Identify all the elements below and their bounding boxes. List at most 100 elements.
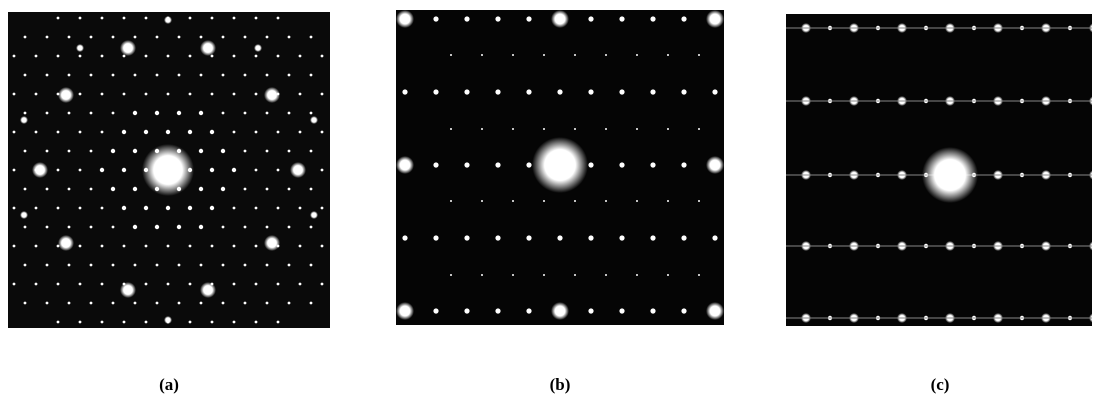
spot [90, 36, 93, 39]
spot [145, 283, 148, 286]
spot [332, 150, 335, 153]
spot [574, 200, 576, 202]
spot [123, 321, 126, 324]
spot [574, 128, 576, 130]
spot [178, 340, 181, 343]
spot [46, 302, 49, 305]
spot [402, 235, 407, 240]
spot [354, 188, 357, 191]
spot [200, 74, 203, 77]
spot [210, 206, 214, 210]
spot [101, 17, 104, 20]
spot [199, 149, 203, 153]
spot [166, 130, 170, 134]
spot [210, 168, 214, 172]
spot [299, 55, 302, 58]
spot [58, 235, 74, 251]
spot [178, 264, 181, 267]
spot [450, 200, 452, 202]
spot [780, 173, 784, 177]
spot [101, 93, 104, 96]
spot [619, 89, 624, 94]
spot [122, 130, 126, 134]
spot [495, 308, 500, 313]
spot [68, 112, 71, 115]
spot [164, 316, 172, 324]
spot [57, 169, 60, 172]
spot [68, 302, 71, 305]
spot [133, 187, 137, 191]
spot [167, 359, 170, 362]
spot [68, 74, 71, 77]
spot [57, 321, 60, 324]
spot [24, 74, 27, 77]
spot [79, 283, 82, 286]
spot [481, 128, 483, 130]
spot [667, 200, 669, 202]
spot [551, 10, 569, 28]
spot [188, 206, 192, 210]
spot [650, 89, 655, 94]
spot [321, 207, 324, 210]
spot [543, 54, 545, 56]
spot [200, 340, 203, 343]
spot [57, 55, 60, 58]
spot [57, 207, 60, 210]
spot [450, 54, 452, 56]
spot [222, 112, 225, 115]
spot [255, 207, 258, 210]
spot [35, 245, 38, 248]
spot [332, 188, 335, 191]
spot [650, 162, 655, 167]
spot [35, 283, 38, 286]
spot [512, 54, 514, 56]
spot [526, 162, 531, 167]
spot [76, 44, 84, 52]
spot [90, 302, 93, 305]
spot [266, 264, 269, 267]
spot [200, 302, 203, 305]
spot [450, 128, 452, 130]
spot [495, 162, 500, 167]
spot [177, 225, 181, 229]
spot [264, 87, 280, 103]
spot [321, 283, 324, 286]
spot [156, 36, 159, 39]
spot [156, 264, 159, 267]
spot [35, 93, 38, 96]
spot [178, 302, 181, 305]
spot [450, 274, 452, 276]
spot [57, 131, 60, 134]
spot [343, 207, 346, 210]
spot [233, 17, 236, 20]
spot [464, 162, 469, 167]
spot [2, 188, 5, 191]
spot [667, 54, 669, 56]
spot [24, 188, 27, 191]
spot [354, 150, 357, 153]
spot [255, 245, 258, 248]
spot [277, 207, 280, 210]
spot [46, 226, 49, 229]
spot [636, 54, 638, 56]
spot [189, 93, 192, 96]
spot [343, 245, 346, 248]
spot [90, 112, 93, 115]
spot [310, 112, 313, 115]
spot [164, 16, 172, 24]
spot [101, 207, 104, 210]
spot [433, 308, 438, 313]
spot [698, 128, 700, 130]
spot [706, 10, 724, 28]
spot [90, 188, 93, 191]
spot [2, 150, 5, 153]
spot [46, 188, 49, 191]
spot [210, 130, 214, 134]
spot [343, 131, 346, 134]
spot [244, 264, 247, 267]
spot [277, 55, 280, 58]
spot [551, 302, 569, 320]
spot [512, 200, 514, 202]
spot [111, 149, 115, 153]
spot [277, 17, 280, 20]
